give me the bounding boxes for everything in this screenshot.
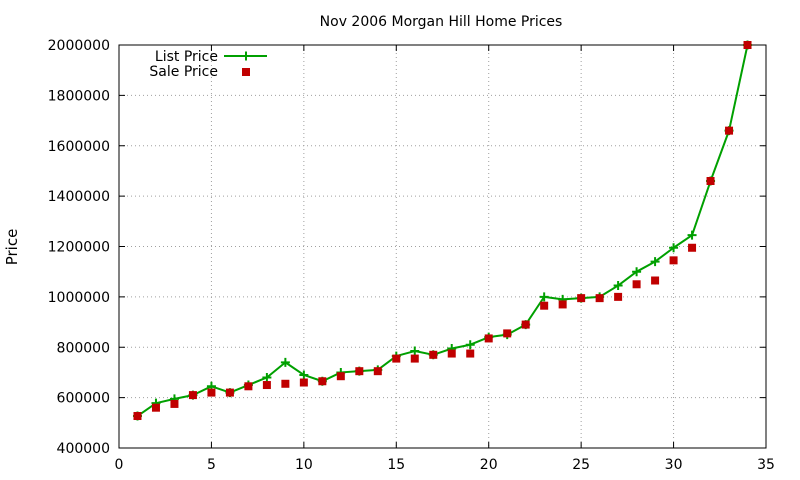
sale-price-point	[244, 382, 253, 391]
y-tick-label: 1600000	[48, 139, 110, 155]
sale-price-point	[188, 391, 197, 400]
list-price-point	[262, 372, 272, 382]
sale-price-point	[540, 301, 549, 310]
list-price-point	[410, 346, 420, 356]
axis-ticks: 0 5 10 15 20 25 30 35 400000 600000 800000 1000000 1…	[48, 38, 775, 473]
sale-price-point	[373, 367, 382, 376]
sale-price-point	[447, 349, 456, 358]
sale-price-point	[558, 300, 567, 309]
list-price-point	[687, 230, 697, 240]
series	[132, 40, 753, 421]
legend-label-sale-price: Sale Price	[149, 64, 218, 80]
sale-price-point	[336, 372, 345, 381]
sale-price-point	[632, 280, 641, 289]
sale-price-point	[466, 349, 475, 358]
sale-price-point	[392, 354, 401, 363]
legend-marker-sale-price	[242, 68, 250, 76]
x-tick-label: 15	[387, 457, 405, 473]
sale-price-point	[577, 294, 586, 303]
y-tick-label: 600000	[57, 391, 110, 407]
sale-price-point	[503, 329, 512, 338]
x-tick-label: 20	[480, 457, 498, 473]
sale-price-point	[355, 367, 364, 376]
sale-price-point	[669, 256, 678, 265]
sale-price-point	[151, 403, 160, 412]
sale-price-point	[299, 378, 308, 387]
sale-price-point	[410, 354, 419, 363]
sale-price-point	[688, 243, 697, 252]
sale-price-point	[207, 388, 216, 397]
sale-price-point	[725, 126, 734, 135]
y-tick-label: 1200000	[48, 240, 110, 256]
list-price-point	[539, 292, 549, 302]
x-tick-label: 35	[757, 457, 775, 473]
y-tick-label: 400000	[57, 441, 110, 457]
sale-price-point	[595, 294, 604, 303]
list-price-point	[280, 357, 290, 367]
y-tick-label: 2000000	[48, 38, 110, 54]
sale-price-point	[429, 350, 438, 359]
sale-price-point	[651, 276, 660, 285]
sale-price-point	[521, 320, 530, 329]
sale-price-point	[484, 334, 493, 343]
list-price-point	[613, 281, 623, 291]
x-tick-label: 5	[207, 457, 216, 473]
x-tick-label: 30	[665, 457, 683, 473]
legend: List Price Sale Price	[149, 49, 267, 80]
x-tick-label: 25	[572, 457, 590, 473]
x-tick-label: 0	[115, 457, 124, 473]
y-tick-label: 1000000	[48, 290, 110, 306]
chart-title: Nov 2006 Morgan Hill Home Prices	[320, 14, 563, 30]
list-price-point	[632, 267, 642, 277]
y-tick-label: 1800000	[48, 88, 110, 104]
legend-label-list-price: List Price	[155, 49, 218, 65]
x-tick-label: 10	[295, 457, 313, 473]
sale-price-point	[170, 399, 179, 408]
list-price-point	[650, 257, 660, 267]
sale-price-point	[743, 41, 752, 49]
sale-price-point	[133, 412, 142, 421]
sale-price-point	[262, 381, 271, 390]
list-price-point	[465, 340, 475, 350]
legend-marker-list-price	[241, 51, 251, 61]
sale-price-point	[318, 377, 327, 386]
list-price-point	[299, 370, 309, 380]
sale-price-point	[225, 388, 234, 397]
sale-price-point	[706, 177, 715, 186]
y-tick-label: 1400000	[48, 189, 110, 205]
sale-price-point	[614, 292, 623, 301]
list-price-line	[136, 44, 749, 417]
y-tick-label: 800000	[57, 340, 110, 356]
sale-price-point	[281, 379, 290, 388]
y-axis-label: Price	[3, 229, 21, 266]
list-price-point	[669, 243, 679, 253]
